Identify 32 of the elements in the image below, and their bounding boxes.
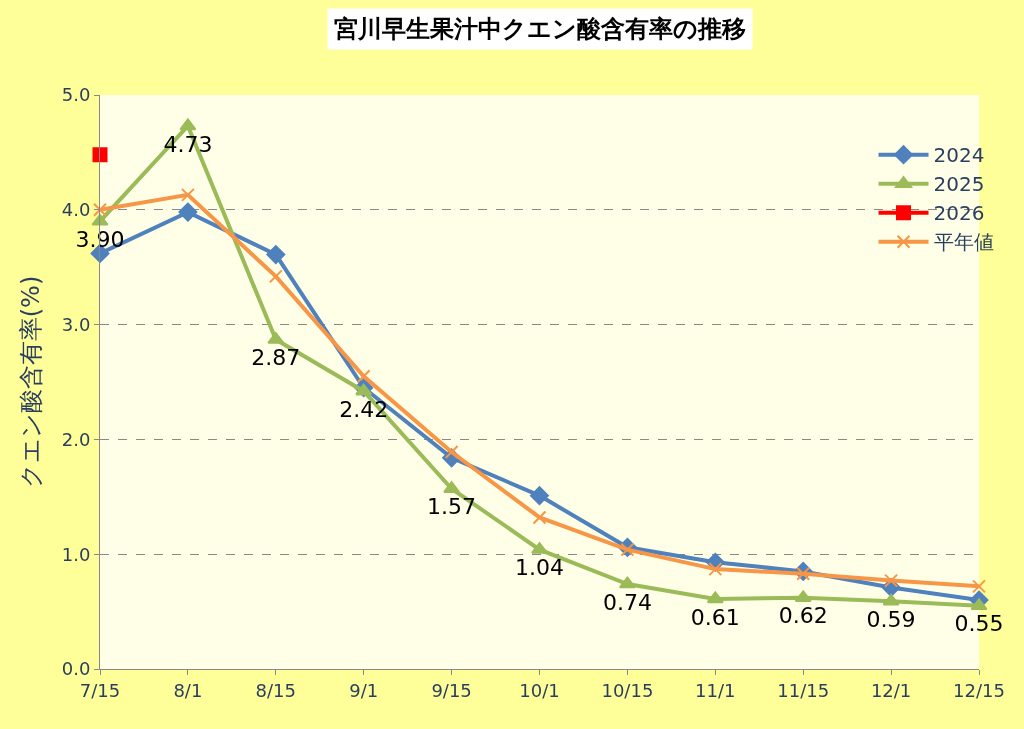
x-tick-label: 11/1 (695, 679, 736, 701)
data-label: 2.87 (251, 345, 301, 371)
x-tick-label: 8/15 (255, 679, 297, 701)
y-axis-title: クエン酸含有率(%) (16, 275, 45, 489)
data-label: 1.04 (515, 555, 564, 581)
x-tick-label: 7/15 (79, 679, 121, 701)
x-tick-label: 8/1 (173, 679, 203, 701)
y-tick-label: 1.0 (61, 543, 91, 565)
y-tick-label: 2.0 (61, 428, 91, 450)
x-tick-label: 11/15 (777, 679, 830, 701)
y-tick-label: 5.0 (61, 84, 91, 106)
x-tick-label: 10/15 (601, 679, 654, 701)
x-tick-label: 12/1 (870, 679, 912, 701)
legend-label: 平年値 (933, 230, 994, 255)
data-label: 1.57 (427, 494, 477, 520)
data-label: 0.62 (778, 603, 828, 629)
y-tick-label: 0.0 (61, 658, 91, 680)
x-tick-label: 9/1 (349, 679, 379, 701)
chart-title: 宮川早生果汁中クエン酸含有率の推移 (334, 15, 746, 43)
legend-label: 2026 (933, 201, 985, 226)
x-tick-label: 12/15 (953, 679, 1005, 701)
data-label: 3.90 (75, 226, 125, 252)
x-tick-label: 9/15 (431, 679, 472, 701)
data-label: 0.74 (602, 589, 652, 615)
data-label: 0.61 (690, 604, 740, 630)
y-tick-label: 4.0 (61, 199, 91, 221)
x-tick-label: 10/1 (519, 679, 560, 701)
y-tick-label: 3.0 (61, 313, 91, 335)
legend-label: 2024 (933, 143, 985, 168)
legend-label: 2025 (933, 172, 985, 197)
data-label: 0.55 (954, 611, 1004, 637)
data-label: 0.59 (866, 606, 916, 632)
